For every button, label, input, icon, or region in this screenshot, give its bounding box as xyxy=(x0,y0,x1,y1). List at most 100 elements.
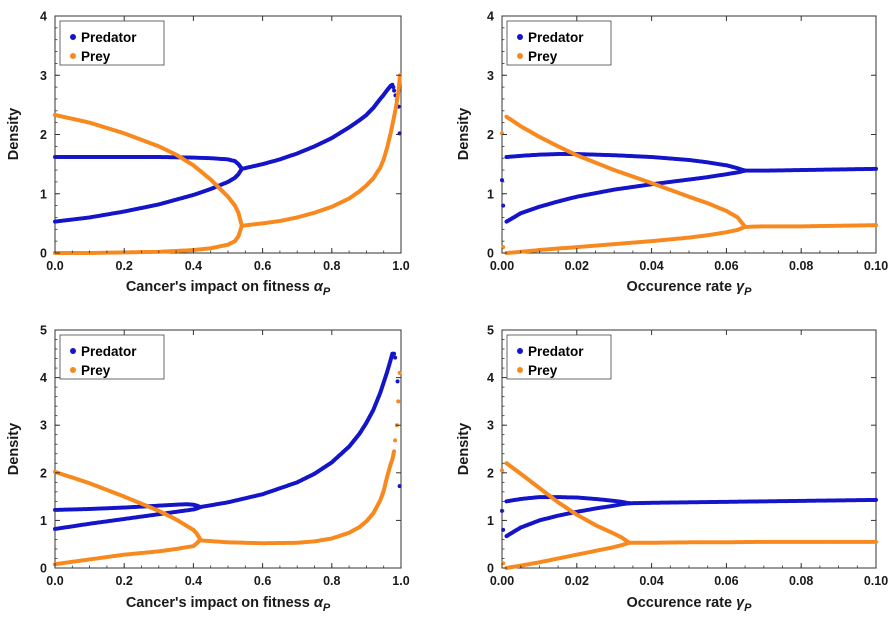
legend-predator-label: Predator xyxy=(81,344,137,359)
x-tick-label: 0.00 xyxy=(490,574,514,588)
data-point xyxy=(393,355,398,360)
y-tick-label: 1 xyxy=(40,514,47,528)
legend-predator-label: Predator xyxy=(528,344,584,359)
data-point xyxy=(392,88,397,93)
y-tick-label: 2 xyxy=(487,128,494,142)
y-axis-title: Density xyxy=(456,423,472,475)
data-point xyxy=(500,178,504,183)
series-prey xyxy=(500,461,878,570)
x-tick-label: 0.2 xyxy=(116,259,133,273)
x-tick-label: 0.06 xyxy=(714,259,738,273)
panel-bottom-left: 0 1 2 3 4 5 0.0 0.2 0.4 0.6 0.8 1.0 Density Cancer… xyxy=(6,324,410,615)
y-tick-label: 3 xyxy=(487,419,494,433)
x-axis-ticks: 0.0 0.2 0.4 0.6 0.8 1.0 xyxy=(46,16,410,273)
legend-prey-marker xyxy=(70,367,76,373)
data-points xyxy=(53,73,402,255)
x-axis-title: Occurence rate γP xyxy=(626,595,752,614)
data-points xyxy=(500,461,878,570)
x-axis-title: Cancer's impact on fitness αP xyxy=(126,595,331,614)
x-axis-ticks: 0.00 0.02 0.04 0.06 0.08 0.10 xyxy=(490,330,888,588)
series-prey xyxy=(500,114,878,255)
y-tick-label: 5 xyxy=(487,324,494,338)
x-tick-label: 0.04 xyxy=(639,574,663,588)
x-tick-label: 0.8 xyxy=(323,259,340,273)
series-predator xyxy=(500,495,878,539)
x-tick-label: 0.4 xyxy=(185,574,202,588)
legend: Predator Prey xyxy=(59,334,165,380)
data-points xyxy=(500,114,878,255)
y-tick-label: 4 xyxy=(487,10,494,24)
y-axis-ticks: 0 1 2 3 4 xyxy=(487,10,876,261)
x-axis-ticks: 0.00 0.02 0.04 0.06 0.08 0.10 xyxy=(490,16,888,273)
x-tick-label: 0.10 xyxy=(864,574,888,588)
legend: Predator Prey xyxy=(59,20,165,66)
y-tick-label: 5 xyxy=(40,324,47,338)
data-point xyxy=(874,166,878,171)
y-tick-label: 3 xyxy=(40,69,47,83)
y-tick-label: 3 xyxy=(40,419,47,433)
legend-predator-marker xyxy=(70,34,76,40)
y-tick-label: 4 xyxy=(487,371,494,385)
data-point xyxy=(391,85,396,90)
legend: Predator Prey xyxy=(506,20,612,66)
x-tick-label: 0.6 xyxy=(254,259,271,273)
legend-prey-label: Prey xyxy=(528,49,558,64)
y-axis-ticks: 0 1 2 3 4 xyxy=(40,10,401,261)
x-axis-ticks: 0.0 0.2 0.4 0.6 0.8 1.0 xyxy=(46,330,410,588)
y-tick-label: 1 xyxy=(487,514,494,528)
y-tick-label: 1 xyxy=(487,187,494,201)
series-prey xyxy=(53,370,402,567)
y-tick-label: 0 xyxy=(40,562,47,576)
legend-prey-marker xyxy=(517,53,523,59)
legend: Predator Prey xyxy=(506,334,612,380)
x-tick-label: 0.8 xyxy=(323,574,340,588)
series-predator xyxy=(500,152,878,224)
x-tick-label: 0.00 xyxy=(490,259,514,273)
legend-predator-marker xyxy=(70,348,76,354)
y-tick-label: 2 xyxy=(40,128,47,142)
y-axis-title: Density xyxy=(6,423,22,475)
legend-box xyxy=(506,20,612,66)
series-predator xyxy=(53,351,402,531)
panel-top-right: 0 1 2 3 4 0.00 0.02 0.04 0.06 0.08 0.10 Density O… xyxy=(456,10,888,299)
x-tick-label: 0.4 xyxy=(185,259,202,273)
x-tick-label: 0.10 xyxy=(864,259,888,273)
y-tick-label: 0 xyxy=(487,562,494,576)
x-tick-label: 0.08 xyxy=(789,574,813,588)
legend-box xyxy=(506,334,612,380)
x-tick-label: 0.02 xyxy=(565,259,589,273)
legend-predator-marker xyxy=(517,34,523,40)
data-point xyxy=(392,449,397,454)
legend-predator-marker xyxy=(517,348,523,354)
x-tick-label: 0.04 xyxy=(639,259,663,273)
y-tick-label: 4 xyxy=(40,371,47,385)
y-axis-title: Density xyxy=(456,108,472,160)
data-points xyxy=(53,351,402,567)
y-axis-title: Density xyxy=(6,108,22,160)
x-tick-label: 0.08 xyxy=(789,259,813,273)
data-point xyxy=(874,223,878,228)
legend-box xyxy=(59,334,165,380)
data-point xyxy=(397,484,402,489)
x-axis-title: Occurence rate γP xyxy=(626,279,752,298)
data-point xyxy=(396,399,401,404)
legend-prey-marker xyxy=(70,53,76,59)
x-tick-label: 1.0 xyxy=(392,574,409,588)
data-point xyxy=(393,438,398,443)
data-point xyxy=(874,497,878,502)
legend-prey-label: Prey xyxy=(528,363,558,378)
y-tick-label: 3 xyxy=(487,69,494,83)
legend-box xyxy=(59,20,165,66)
x-axis-title: Cancer's impact on fitness αP xyxy=(126,279,331,298)
panel-top-left: 0 1 2 3 4 0.0 0.2 0.4 0.6 0.8 1.0 Density Cancer'… xyxy=(6,10,410,299)
y-axis-ticks: 0 1 2 3 4 5 xyxy=(487,324,876,576)
data-point xyxy=(874,539,878,544)
data-point xyxy=(392,351,397,356)
y-tick-label: 1 xyxy=(40,187,47,201)
legend-predator-label: Predator xyxy=(528,30,584,45)
x-tick-label: 1.0 xyxy=(392,259,409,273)
legend-predator-label: Predator xyxy=(81,30,137,45)
legend-prey-marker xyxy=(517,367,523,373)
